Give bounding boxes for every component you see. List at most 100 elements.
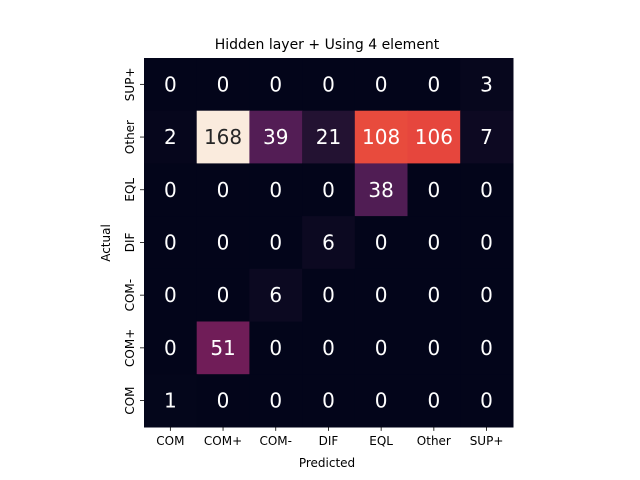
cell-value-label: 7 <box>480 125 493 149</box>
y-tick-labels: SUP+ Other EQL DIF COM- COM+ COM <box>123 67 144 415</box>
heatmap-cell <box>460 268 514 323</box>
cell-value-label: 0 <box>217 178 230 202</box>
heatmap-cell <box>354 216 409 270</box>
cell-value-label: 0 <box>480 389 493 413</box>
heatmap-cell <box>196 110 250 164</box>
y-tick-label: EQL <box>123 178 137 202</box>
cell-value-label: 0 <box>217 283 230 307</box>
x-tick-label: Other <box>417 434 451 448</box>
heatmap-cell <box>354 374 409 428</box>
heatmap-cell <box>144 163 198 217</box>
cell-value-label: 6 <box>269 283 282 307</box>
x-tick-label: SUP+ <box>470 434 504 448</box>
cell-value-label: 39 <box>263 125 288 149</box>
heatmap-cell <box>302 163 356 217</box>
cell-value-label: 2 <box>164 125 177 149</box>
heatmap-cell <box>407 374 461 428</box>
cell-value-label: 0 <box>322 72 335 96</box>
heatmap-cell <box>407 268 461 323</box>
cell-value-label: 0 <box>480 178 493 202</box>
cell-value-label: 0 <box>269 389 282 413</box>
heatmap-cell <box>196 374 250 428</box>
heatmap-cell <box>249 58 303 112</box>
y-tick-label: SUP+ <box>123 67 137 101</box>
cell-value-label: 1 <box>164 389 177 413</box>
cell-value-label: 0 <box>427 178 440 202</box>
cell-value-label: 0 <box>269 178 282 202</box>
heatmap-cell <box>460 58 514 112</box>
heatmap-cell <box>144 374 198 428</box>
cell-value-label: 0 <box>164 72 177 96</box>
cell-value-label: 0 <box>427 336 440 360</box>
cell-value-label: 108 <box>362 125 400 149</box>
heatmap-cell <box>407 58 461 112</box>
cell-value-label: 0 <box>427 72 440 96</box>
heatmap-cell <box>196 163 250 217</box>
heatmap-cell <box>460 374 514 428</box>
heatmap-cell <box>249 110 303 164</box>
heatmap-cell <box>460 321 514 375</box>
heatmap-cell <box>196 216 250 270</box>
cell-value-label: 21 <box>316 125 341 149</box>
x-tick-labels: COM COM+ COM- DIF EQL Other SUP+ <box>156 426 504 448</box>
cell-value-label: 0 <box>375 72 388 96</box>
y-tick-label: DIF <box>123 233 137 253</box>
heatmap-cell <box>407 216 461 270</box>
cell-value-label: 3 <box>480 72 493 96</box>
heatmap-cell <box>354 110 409 164</box>
heatmap-cell <box>144 58 198 112</box>
heatmap-cell <box>302 58 356 112</box>
heatmap-cell <box>460 163 514 217</box>
cell-value-label: 0 <box>427 389 440 413</box>
heatmap-cell <box>249 374 303 428</box>
heatmap-cell <box>460 216 514 270</box>
heatmap-cell <box>460 110 514 164</box>
x-tick-label: COM- <box>259 434 292 448</box>
cell-value-label: 0 <box>269 230 282 254</box>
heatmap-cell <box>354 163 409 217</box>
cell-value-label: 51 <box>210 336 235 360</box>
y-axis-label: Actual <box>99 224 113 262</box>
x-tick-label: COM+ <box>204 434 242 448</box>
cell-value-label: 0 <box>164 178 177 202</box>
cell-value-label: 0 <box>322 336 335 360</box>
heatmap-cell <box>144 321 198 375</box>
cell-value-label: 0 <box>322 178 335 202</box>
x-tick-label: DIF <box>319 434 339 448</box>
cell-value-label: 0 <box>480 230 493 254</box>
heatmap-cell <box>144 110 198 164</box>
cell-value-label: 0 <box>375 230 388 254</box>
cell-value-label: 0 <box>480 283 493 307</box>
heatmap-cell <box>144 216 198 270</box>
x-tick-label: EQL <box>369 434 393 448</box>
cell-value-label: 0 <box>322 389 335 413</box>
cell-value-label: 6 <box>322 230 335 254</box>
cell-value-label: 0 <box>217 72 230 96</box>
cell-value-label: 0 <box>480 336 493 360</box>
heatmap-cell <box>302 110 356 164</box>
heatmap-cell <box>407 163 461 217</box>
heatmap-cell <box>144 268 198 323</box>
cell-value-label: 0 <box>269 336 282 360</box>
cell-value-label: 38 <box>368 178 393 202</box>
cell-value-label: 0 <box>427 230 440 254</box>
heatmap-cell <box>302 216 356 270</box>
cell-value-label: 0 <box>375 389 388 413</box>
heatmap-cell <box>302 268 356 323</box>
cell-value-label: 0 <box>217 389 230 413</box>
cell-value-label: 0 <box>269 72 282 96</box>
x-tick-label: COM <box>156 434 184 448</box>
cell-value-label: 168 <box>204 125 242 149</box>
heatmap-cell <box>196 321 250 375</box>
heatmap-cell <box>249 321 303 375</box>
x-axis-label: Predicted <box>299 456 355 470</box>
heatmap-cell <box>196 268 250 323</box>
heatmap-cell <box>354 58 409 112</box>
cell-value-label: 0 <box>322 283 335 307</box>
cell-value-label: 0 <box>164 283 177 307</box>
cell-value-label: 0 <box>164 336 177 360</box>
heatmap-cell <box>249 268 303 323</box>
heatmap-cell <box>302 374 356 428</box>
heatmap-cell <box>249 163 303 217</box>
